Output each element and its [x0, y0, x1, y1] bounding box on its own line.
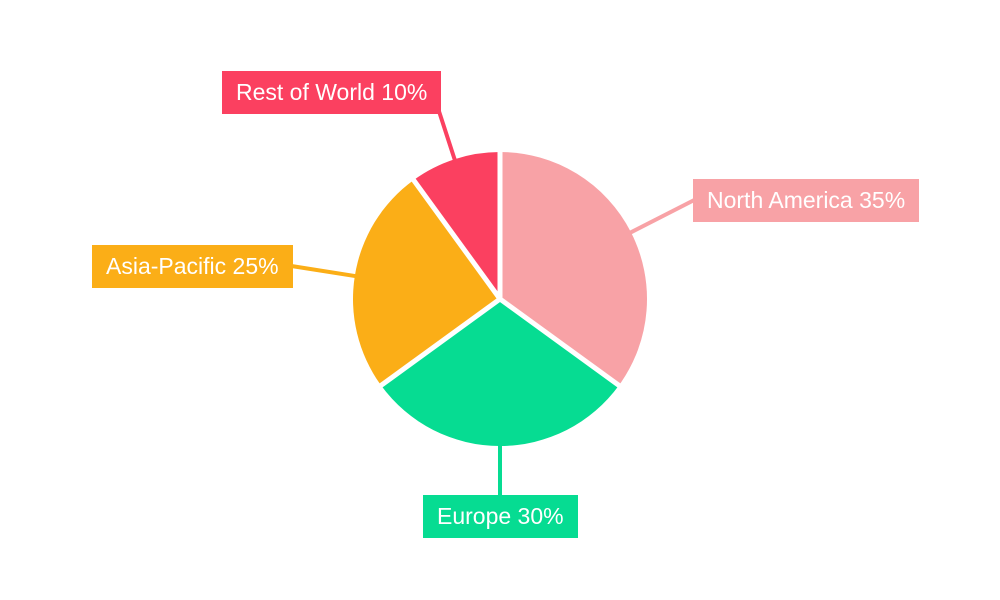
leader-line-rest-of-world	[436, 110, 458, 162]
leader-line-north-america	[628, 198, 696, 235]
slice-separator	[410, 176, 503, 301]
pie-slice-north-america[interactable]	[500, 152, 648, 386]
slice-separator	[377, 296, 502, 389]
slice-label-europe: Europe 30%	[423, 495, 578, 538]
slice-separator	[498, 296, 623, 389]
pie-slice-asia-pacific[interactable]	[352, 180, 500, 386]
pie-slice-europe[interactable]	[381, 299, 619, 447]
pie-slice-rest-of-world[interactable]	[413, 152, 500, 299]
leader-line-asia-pacific	[290, 263, 358, 279]
slice-label-asia-pacific: Asia-Pacific 25%	[92, 245, 293, 288]
slice-label-north-america: North America 35%	[693, 179, 920, 222]
slice-label-rest-of-world: Rest of World 10%	[222, 71, 442, 114]
